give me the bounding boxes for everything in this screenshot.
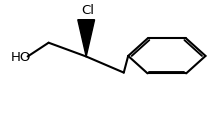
Text: HO: HO — [11, 51, 31, 63]
Polygon shape — [78, 21, 95, 57]
Text: Cl: Cl — [81, 4, 94, 17]
